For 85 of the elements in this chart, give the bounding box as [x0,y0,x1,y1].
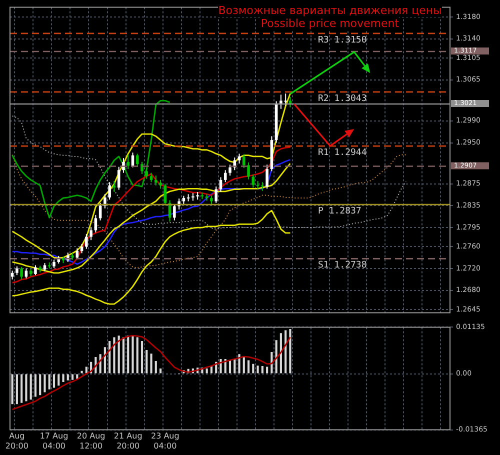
candlestick [20,266,23,280]
candlestick [238,153,241,164]
bar [44,374,46,392]
bar [122,337,125,374]
bar [108,340,111,374]
bar [266,366,268,374]
bar [132,336,134,374]
candlestick [104,194,106,209]
candlestick [126,154,130,170]
candlestick [173,204,176,221]
candlestick [85,234,88,250]
bar [52,374,56,388]
bar [80,370,83,374]
x-tick-label: 21 Aug 20:00 [114,432,142,450]
bar [127,336,130,374]
bar [118,336,120,374]
bar [247,360,250,374]
candlestick [136,153,139,168]
line-series [12,154,406,268]
candlestick [117,166,120,190]
bar [34,374,37,397]
candlestick [228,164,232,176]
ref-line-label: R3 1.3150 [318,35,367,46]
ref-line-label: S1 1.2738 [318,260,367,271]
bar [159,368,162,374]
bar [280,333,282,374]
x-tick-label: 20 Aug 12:00 [76,432,106,450]
candlestick [252,174,255,188]
x-tick-label: 23 Aug 04:00 [150,432,180,450]
bar [238,354,240,374]
candlestick [145,168,148,180]
bar [71,374,74,380]
ref-line-label: R1 1.2944 [318,148,367,158]
candlestick [224,170,227,183]
bar [289,329,292,374]
x-tick-label: 17 Aug 04:00 [40,432,68,450]
ref-line-label: P 1.2837 [318,206,362,216]
bar [150,354,152,374]
candlestick [242,154,246,168]
candlestick [90,227,92,241]
candlestick [247,162,250,180]
candlestick [150,172,153,183]
candlestick [164,183,167,206]
bar [30,374,32,400]
candlestick [108,182,111,200]
text: Possible price movement [260,17,400,30]
ref-line-label: R2 1.3043 [318,94,367,104]
bar [25,374,28,402]
bar [11,374,14,404]
chart-title: Возможные варианты движения цены [218,4,442,17]
bar [275,340,278,374]
bar [136,337,138,374]
line-series [12,115,406,230]
bar [242,356,245,374]
bar [284,330,287,374]
bar [48,374,50,390]
bar [270,352,273,374]
candlestick [266,164,268,190]
bar [58,374,60,386]
candlestick [80,243,84,254]
bar [228,360,232,374]
bar [62,374,64,382]
bar [206,368,208,374]
candlestick [34,264,37,276]
candlestick [186,194,190,202]
candlestick [214,186,218,204]
bar [234,359,236,374]
candlestick [154,175,158,186]
bar [256,366,259,374]
bar [252,364,254,374]
bar [146,350,148,374]
bar [261,366,264,374]
bar [16,374,18,404]
bar [113,337,116,374]
candlestick [94,214,98,233]
bar [104,347,106,374]
bar [39,374,42,396]
bar [154,361,157,374]
candlestick [24,268,28,279]
candlestick [140,161,144,174]
bar [66,374,69,380]
bar [20,374,23,403]
x-tick-label: Aug 20:00 [5,432,28,450]
bar [140,340,144,374]
candlestick [261,182,264,192]
